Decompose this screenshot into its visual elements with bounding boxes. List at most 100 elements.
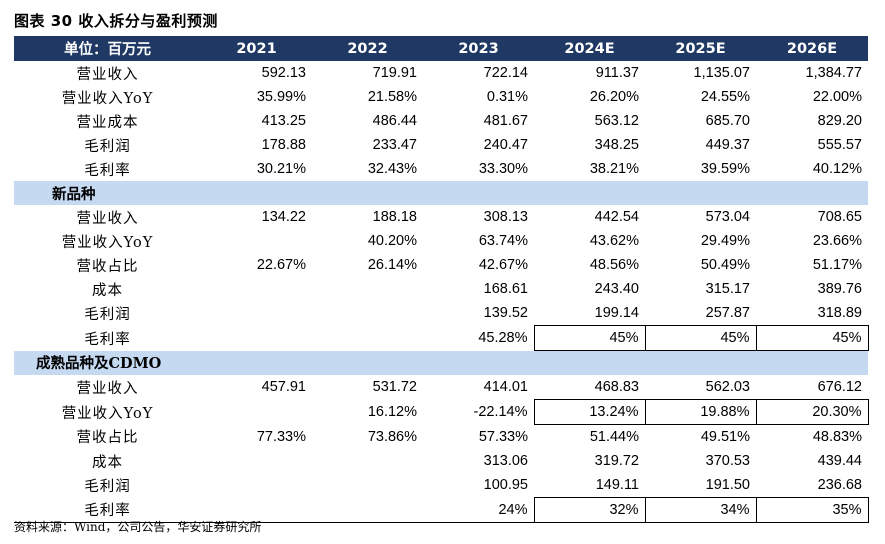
row-label: 成本 — [92, 454, 123, 471]
table-cell: 236.68 — [817, 477, 862, 493]
section-fill — [312, 181, 423, 205]
table-cell: 313.06 — [483, 453, 528, 469]
table-cell: 30.21% — [256, 161, 306, 177]
table-title: 图表 30 收入拆分与盈利预测 — [14, 12, 218, 30]
row-label: 毛利率 — [84, 331, 131, 348]
section-header: 成熟品种及CDMO — [14, 350, 868, 375]
table-cell: 32% — [533, 497, 646, 523]
section-fill — [201, 181, 312, 205]
table-cell: 486.44 — [372, 113, 417, 129]
table-row: 毛利润 139.52 199.14 257.87 318.89 — [14, 301, 868, 326]
table-cell: 315.17 — [705, 281, 750, 297]
table-row: 营收占比 77.33% 73.86% 57.33% 51.44% 49.51% 48.83% — [14, 425, 868, 450]
table-cell: 468.83 — [594, 379, 639, 395]
table-cell — [312, 449, 423, 473]
table-cell: 34% — [644, 497, 757, 523]
table-cell: 257.87 — [705, 305, 750, 321]
table-row: 毛利率 45.28% 45% 45% 45% — [14, 325, 869, 351]
header-year: 2023 — [423, 36, 534, 61]
table-cell: 562.03 — [705, 379, 750, 395]
table-cell: 719.91 — [372, 65, 417, 81]
table-cell: 38.21% — [589, 161, 639, 177]
table-cell — [201, 301, 312, 326]
table-cell: 13.24% — [533, 399, 646, 425]
table-cell: 19.88% — [644, 399, 757, 425]
table-cell: 48.56% — [589, 257, 639, 273]
table-cell: 188.18 — [372, 209, 417, 225]
section-label: 成熟品种及CDMO — [14, 350, 201, 375]
header-year: 2025E — [645, 36, 756, 61]
table-row: 营业收入 592.13 719.91 722.14 911.37 1,135.07 1,38… — [14, 61, 868, 85]
table-row: 毛利率 30.21% 32.43% 33.30% 38.21% 39.59% 40.12% — [14, 157, 868, 181]
table-cell: 708.65 — [817, 209, 862, 225]
table-cell: 243.40 — [594, 281, 639, 297]
section-fill — [201, 350, 312, 375]
table-cell: 414.01 — [483, 379, 528, 396]
header-year: 2026E — [756, 36, 868, 61]
table-cell: 16.12% — [367, 404, 417, 420]
table-cell: 134.22 — [261, 209, 306, 225]
table-cell: 50.49% — [700, 257, 750, 273]
header-unit: 单位：百万元 — [14, 36, 201, 61]
table-cell: 26.14% — [367, 257, 417, 273]
table-cell: 45% — [755, 325, 869, 351]
table-row: 成本 313.06 319.72 370.53 439.44 — [14, 449, 868, 473]
table-row: 毛利润 100.95 149.11 191.50 236.68 — [14, 473, 868, 498]
table-cell: 21.58% — [367, 89, 417, 105]
row-label: 成本 — [92, 282, 123, 299]
table-cell — [201, 473, 312, 498]
table-cell: 592.13 — [261, 65, 306, 81]
table-cell: 32.43% — [367, 161, 417, 177]
table-cell: 29.49% — [700, 233, 750, 249]
table-cell — [201, 326, 312, 351]
table-cell: 40.12% — [812, 161, 862, 177]
table-cell: 481.67 — [483, 113, 528, 129]
table-cell: 722.14 — [483, 65, 528, 81]
row-label: 营业成本 — [76, 114, 139, 131]
table-cell: 22.67% — [256, 257, 306, 273]
table-cell: 63.74% — [478, 233, 528, 249]
section-fill — [534, 181, 645, 205]
table-cell: 48.83% — [812, 429, 862, 445]
table-cell: 457.91 — [261, 379, 306, 396]
table-cell: 442.54 — [594, 209, 639, 225]
table-cell: 39.59% — [700, 161, 750, 177]
row-label: 毛利润 — [84, 478, 131, 495]
table-cell: 73.86% — [367, 428, 417, 445]
table-cell: 563.12 — [594, 113, 639, 129]
table-cell: 370.53 — [705, 453, 750, 469]
row-label: 营收占比 — [76, 430, 139, 447]
table-row: 营收占比 22.67% 26.14% 42.67% 48.56% 50.49% 51.17% — [14, 253, 868, 277]
table-cell — [201, 229, 312, 253]
table-cell: 24.55% — [700, 89, 750, 105]
row-label: 营收占比 — [76, 258, 139, 275]
row-label: 营业收入 — [76, 66, 139, 83]
table-cell: 199.14 — [594, 305, 639, 321]
section-fill — [756, 181, 868, 205]
section-fill — [534, 350, 645, 375]
table-cell: 168.61 — [483, 281, 528, 297]
table-cell: 308.13 — [483, 209, 528, 225]
table-cell: 531.72 — [372, 379, 417, 396]
table-cell: 555.57 — [817, 137, 862, 153]
source-note: 资料来源：Wind，公司公告，华安证券研究所 — [14, 520, 262, 534]
section-label: 新品种 — [14, 181, 201, 205]
section-fill — [756, 350, 868, 375]
table-cell: 0.31% — [486, 89, 528, 105]
table-cell: 42.67% — [478, 257, 528, 273]
table-cell: 240.47 — [483, 137, 528, 153]
table-cell: 51.17% — [812, 257, 862, 273]
table-cell: 178.88 — [261, 137, 306, 153]
table-row: 成本 168.61 243.40 315.17 389.76 — [14, 277, 868, 301]
section-fill — [645, 181, 756, 205]
row-label: 毛利率 — [84, 503, 131, 520]
table-row: 营业收入YoY 16.12% -22.14% 13.24% 19.88% 20.30% — [14, 399, 869, 425]
table-cell: 319.72 — [594, 453, 639, 469]
table-cell: 35.99% — [256, 89, 306, 105]
table-cell: 23.66% — [812, 233, 862, 249]
table-cell — [312, 498, 423, 523]
table-cell: 233.47 — [372, 137, 417, 153]
table-cell: 573.04 — [705, 209, 750, 225]
table-cell: 318.89 — [817, 305, 862, 321]
table-cell: 139.52 — [483, 305, 528, 322]
